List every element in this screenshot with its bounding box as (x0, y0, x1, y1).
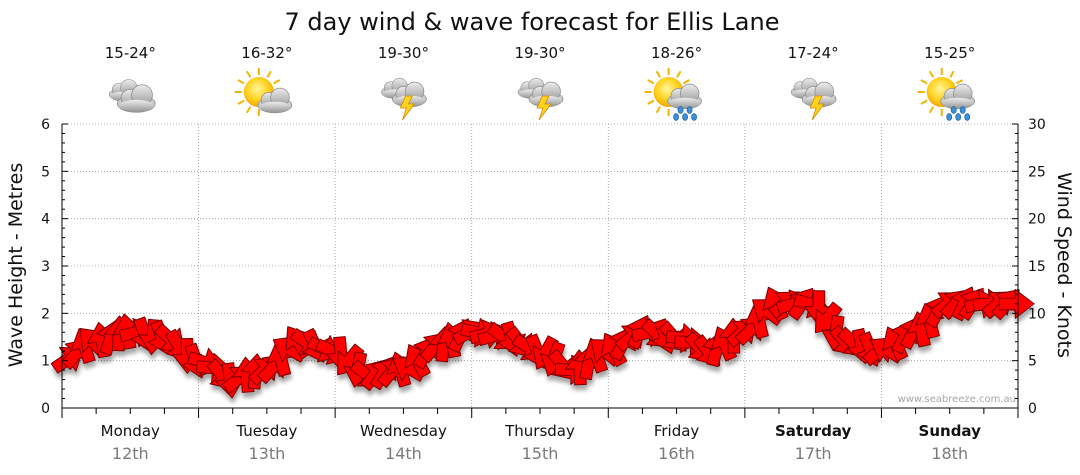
sun-shower-icon (917, 68, 976, 121)
left-axis-label: Wave Height - Metres (5, 163, 27, 367)
x-day-label: Wednesday (360, 422, 447, 440)
sun-ray (928, 106, 935, 114)
sun-ray (266, 70, 272, 78)
cloudy-icon (108, 79, 156, 113)
day-temperature: 19-30° (514, 44, 565, 62)
day-temperature: 15-25° (924, 44, 975, 62)
sun-ray (647, 99, 655, 105)
rain-drop (677, 106, 684, 114)
sun-ray (245, 70, 252, 78)
left-tick-label: 6 (41, 117, 50, 133)
x-date-label: 16th (658, 444, 695, 463)
wind-arrows (50, 286, 1035, 399)
watermark: www.seabreeze.com.au (898, 394, 1016, 405)
partly-cloudy-icon (234, 68, 293, 116)
daily-weather-header: 15-24° 16-32° 19-30° 19-30° 18-26° 17-24° 15-2… (105, 44, 976, 121)
x-day-label: Sunday (919, 422, 982, 440)
chart-axes: 0 1 2 3 4 5 6 0 5 10 15 20 25 30 Monday 12th Tuesday 13th… (41, 117, 1046, 463)
day-temperature: 19-30° (378, 44, 429, 62)
sun-ray (245, 106, 252, 114)
cloud-shape (116, 84, 156, 113)
sun-ray (920, 99, 928, 105)
x-day-label: Saturday (775, 422, 852, 440)
rain-drop (946, 113, 953, 121)
sun-ray (682, 79, 690, 85)
cloud-fill (941, 97, 974, 108)
day-temperature: 16-32° (241, 44, 292, 62)
x-date-label: 18th (931, 444, 968, 463)
cloud-shape (257, 87, 293, 114)
left-tick-label: 1 (41, 354, 50, 370)
sun-ray (237, 99, 245, 105)
day-temperature: 17-24° (788, 44, 839, 62)
sun-ray (647, 79, 655, 85)
cloud-shape (940, 83, 976, 110)
rain-drop (691, 113, 697, 121)
right-tick-label: 10 (1028, 306, 1046, 322)
cloud-fill (258, 101, 292, 112)
cloud-fill (668, 97, 701, 108)
sun-ray (237, 79, 245, 85)
cloud-fill (118, 99, 155, 112)
right-tick-label: 15 (1028, 259, 1046, 275)
x-date-label: 15th (522, 444, 559, 463)
left-tick-label: 4 (41, 212, 50, 228)
wind-arrow (803, 290, 834, 327)
x-day-label: Tuesday (235, 422, 297, 440)
day-temperature: 15-24° (105, 44, 156, 62)
storm-icon (381, 77, 427, 121)
left-tick-label: 5 (41, 164, 50, 180)
sun-ray (676, 70, 682, 78)
rain-drop (955, 113, 962, 121)
sun-ray (955, 79, 963, 85)
right-tick-label: 5 (1028, 354, 1037, 370)
sun-ray (920, 79, 928, 85)
lightning-bolt (809, 95, 825, 121)
left-tick-label: 2 (41, 306, 50, 322)
storm-icon (790, 77, 837, 121)
rain-drop (673, 113, 679, 121)
x-day-label: Friday (654, 422, 700, 440)
right-tick-label: 30 (1028, 117, 1046, 133)
x-day-label: Thursday (504, 422, 575, 440)
lightning-bolt (536, 95, 552, 121)
chart-title: 7 day wind & wave forecast for Ellis Lan… (285, 8, 780, 36)
x-date-label: 12th (112, 444, 149, 463)
lightning-bolt (399, 95, 416, 121)
rain-drop (682, 113, 688, 121)
x-date-label: 17th (795, 444, 832, 463)
right-tick-label: 25 (1028, 164, 1046, 180)
left-tick-label: 3 (41, 259, 50, 275)
right-tick-label: 0 (1028, 401, 1037, 417)
left-tick-label: 0 (41, 401, 50, 417)
rain-drop (959, 106, 966, 114)
rain-drop (686, 106, 693, 114)
sun-ray (928, 70, 935, 78)
sun-ray (655, 70, 661, 78)
right-axis-label: Wind Speed - Knots (1053, 172, 1075, 358)
x-date-label: 13th (248, 444, 285, 463)
right-tick-label: 20 (1028, 212, 1046, 228)
rain-drop (964, 113, 971, 121)
sun-ray (273, 79, 281, 85)
rain-drop (950, 106, 957, 114)
x-day-label: Monday (101, 422, 160, 440)
sun-shower-icon (644, 68, 702, 121)
cloud-shape (667, 83, 702, 110)
sun-ray (949, 70, 955, 78)
day-temperature: 18-26° (651, 44, 702, 62)
storm-icon (517, 77, 564, 121)
sun-ray (655, 106, 661, 114)
x-date-label: 14th (385, 444, 422, 463)
